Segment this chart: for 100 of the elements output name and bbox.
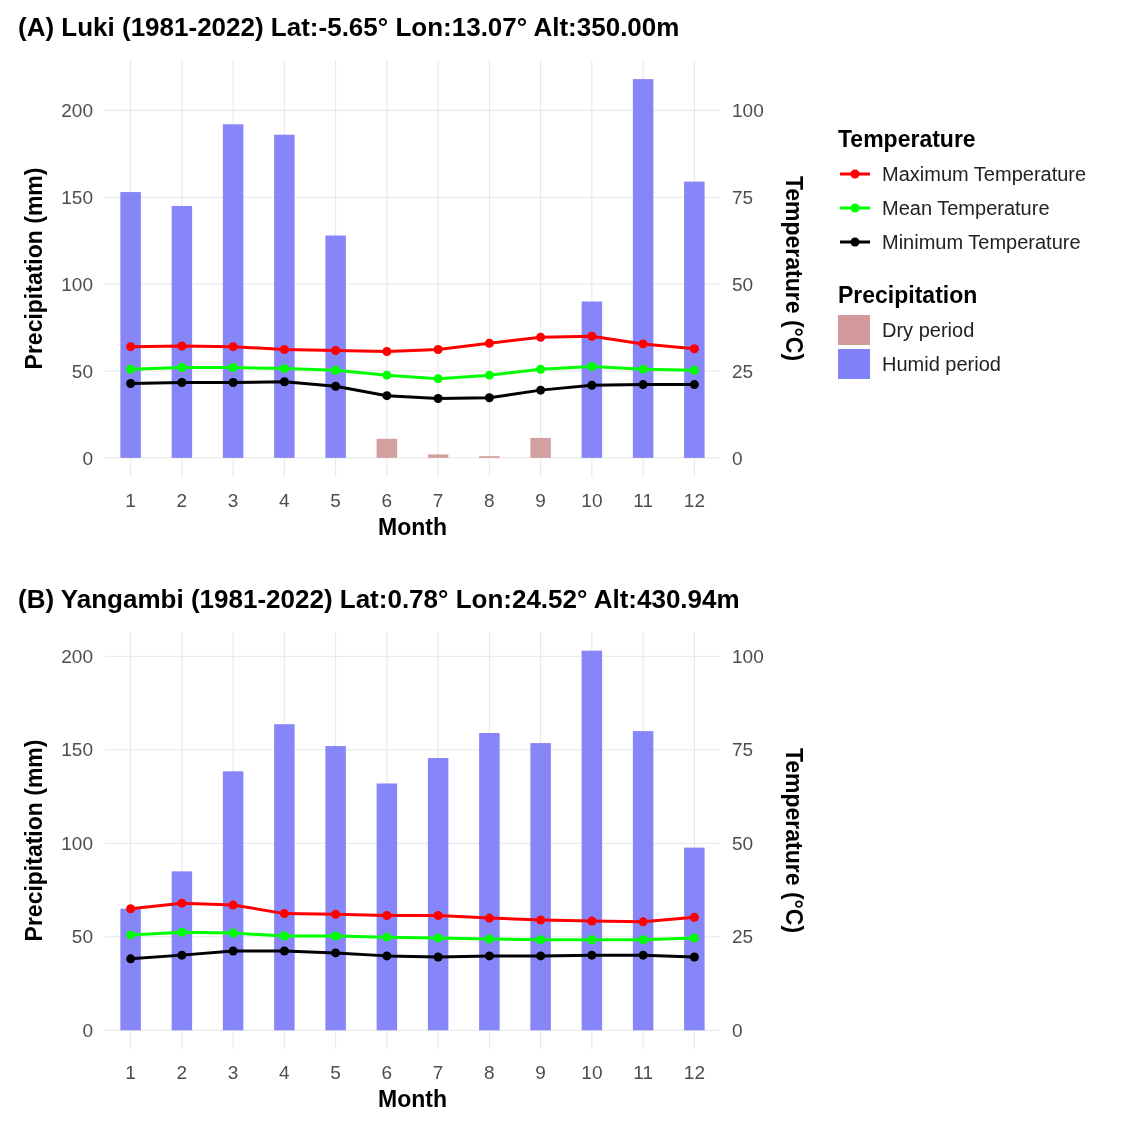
point [382,391,392,401]
point [638,339,648,349]
point [433,933,443,943]
point [433,344,443,354]
bar [274,134,295,458]
legend-title: Temperature [838,126,976,152]
bar [427,758,449,1031]
x-tick-label: 3 [227,1062,239,1083]
point [279,364,289,374]
point [587,380,597,390]
point [228,946,238,956]
legend-label: Humid period [882,353,1001,375]
point [382,951,392,961]
point [587,331,597,341]
point [177,950,187,960]
chart-title: (B) Yangambi (1981-2022) Lat:0.78° Lon:24.52° Alt:430.94m [18,584,740,614]
point [331,948,341,958]
x-tick-label: 8 [484,1062,495,1083]
bar [684,181,705,458]
point [638,935,648,945]
y-tick-label: 200 [61,645,93,667]
x-tick-label: 11 [633,1062,653,1083]
point [228,342,238,352]
point [279,909,289,919]
y-tick-label: 0 [82,1019,93,1041]
y2-tick-label: 50 [732,832,754,854]
bar [325,746,346,1031]
bar [120,908,141,1031]
point [638,917,648,927]
y2-tick-label: 25 [732,926,754,948]
point [126,364,136,374]
y-tick-label: 200 [61,100,93,122]
y2-tick-label: 75 [732,739,754,761]
point [484,393,494,403]
y2-axis-title: Temperature (°C) [781,175,807,362]
point [382,932,392,942]
y2-tick-label: 0 [732,447,743,469]
point [382,910,392,920]
point [433,910,443,920]
x-tick-label: 11 [633,490,653,511]
point [638,950,648,960]
point [433,952,443,962]
bar [171,205,193,458]
bar [171,871,193,1031]
bar [684,847,705,1031]
x-tick-label: 1 [125,1062,136,1083]
point [279,344,289,354]
bar [120,192,141,458]
point [177,377,187,387]
y-tick-label: 50 [71,926,93,948]
point [536,935,546,945]
point [536,951,546,961]
x-tick-label: 5 [330,1062,341,1083]
x-tick-label: 1 [125,490,136,511]
point [279,931,289,941]
x-tick-label: 12 [683,490,705,511]
bar [222,771,244,1031]
x-axis-title: Month [378,1086,447,1112]
x-tick-label: 3 [227,490,239,511]
point [228,363,238,373]
y-tick-label: 0 [82,447,93,469]
y2-tick-label: 100 [732,100,764,122]
point [331,931,341,941]
legend-label: Dry period [882,319,975,341]
bar [530,437,551,458]
legend-label: Minimum Temperature [882,231,1081,253]
point [484,370,494,380]
point [484,913,494,923]
y-tick-label: 50 [71,360,93,382]
point [433,393,443,403]
point [177,341,187,351]
point [484,951,494,961]
point [279,946,289,956]
bar [427,454,449,458]
point [484,934,494,944]
text: Precipitation [838,282,978,308]
point [587,916,597,926]
point [177,363,187,373]
x-tick-label: 4 [279,1062,291,1083]
x-tick-label: 5 [330,490,341,511]
bar [376,783,398,1031]
point [689,933,699,943]
y-tick-label: 100 [61,273,93,295]
bar [222,124,244,458]
y2-tick-label: 25 [732,360,754,382]
x-tick-label: 9 [535,1062,546,1083]
point [228,377,238,387]
x-tick-label: 9 [535,490,546,511]
y-tick-label: 150 [61,186,93,208]
bar [376,438,398,458]
point [536,364,546,374]
point [689,344,699,354]
point [228,928,238,938]
point [331,365,341,375]
bar [325,235,346,458]
y2-tick-label: 50 [732,273,754,295]
point [536,332,546,342]
bar [530,743,551,1031]
point [689,952,699,962]
x-tick-label: 8 [484,490,495,511]
